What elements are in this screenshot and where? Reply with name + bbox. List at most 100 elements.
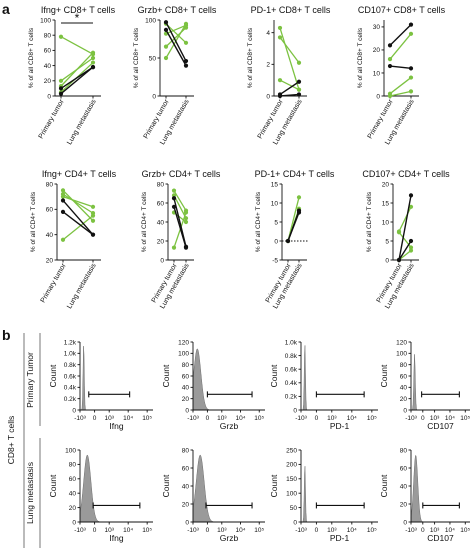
data-point [163,20,169,25]
x-tick-label: 10⁴ [347,527,357,534]
panel-title: Ifng+ CD4+ T cells [42,169,117,179]
y-tick-label: 0 [293,407,297,414]
data-point [408,89,414,94]
x-tick-label: 0 [421,527,425,534]
panel-title: Grzb+ CD8+ T cells [138,5,217,15]
y-tick-label: 0 [185,407,189,414]
series-line [279,81,300,95]
y-tick-label: 0 [72,407,76,414]
y-tick-label: 0 [72,519,76,526]
y-tick-label: 20 [46,257,54,264]
y-tick-label: 80 [182,447,190,454]
series-line [389,65,412,70]
y-tick-label: 80 [44,33,52,40]
x-axis-label: CD107 [427,421,454,431]
data-point [408,75,414,80]
data-point [163,44,169,49]
y-tick-label: 40 [157,219,165,226]
x-tick-label: 10⁴ [123,415,133,422]
y-tick-label: 20 [373,47,381,54]
x-tick-label: 0 [93,415,97,422]
y-axis-label: Count [161,474,171,497]
x-category-label: Lung metastasis [66,98,98,146]
y-axis-label: % of all CD8+ T cells [247,27,254,88]
data-point [296,60,302,65]
y-axis-label: Count [48,474,58,497]
series-line [279,93,300,97]
y-tick-label: 5 [385,238,389,245]
x-tick-label: 10⁵ [367,415,377,422]
histogram-panel: -10³ 0 10³ 10⁴ 10⁵00.2k0.4k0.6k0.8k1.0k1.2kI… [48,339,153,431]
data-point [396,257,402,263]
series-line [60,36,94,55]
y-axis-label: Count [48,364,58,387]
data-point [408,204,414,209]
series-line [173,195,187,219]
y-tick-label: 60 [400,373,408,380]
y-tick-label: 150 [286,476,297,483]
line-panel: PD-1+ CD8+ T cells 0 2 4 % of all CD8+ T cel… [247,5,331,146]
histogram-area [411,354,470,411]
series-line [279,79,300,91]
data-point [183,21,189,26]
data-point [296,87,302,92]
x-tick-label: 0 [206,527,210,534]
x-tick-label: 0 [93,527,97,534]
data-point [183,245,189,250]
data-point [277,35,283,40]
series-line [389,33,412,60]
y-tick-label: 1.2k [64,339,77,346]
data-point [60,198,66,203]
data-point [285,238,291,244]
y-axis-label: Count [161,364,171,387]
x-tick-label: 0 [315,415,319,422]
data-point [183,219,189,225]
x-axis-label: PD-1 [330,533,350,543]
line-panel: CD107+ CD8+ T cells 0 10 20 30 % of all CD8+ … [357,5,446,146]
series-line [279,27,300,90]
series-line [60,66,94,95]
y-tick-label: 2 [266,62,270,69]
x-tick-label: 10⁵ [142,527,152,534]
data-point [163,55,169,61]
panel-title: CD107+ CD8+ T cells [358,5,446,15]
x-axis-label: Grzb [220,533,239,543]
data-point [60,188,66,193]
series-line [62,215,94,241]
y-tick-label: 1.0k [64,351,77,358]
series-line [62,193,94,214]
series-line [165,21,187,62]
series-line [173,206,187,248]
x-category-label: Lung metastasis [66,262,98,310]
y-tick-label: 0 [293,519,297,526]
data-point [277,78,283,83]
series-line [173,190,187,211]
x-tick-label: 10³ [217,415,227,422]
y-tick-label: 10 [373,70,381,77]
series-line [165,23,187,44]
data-point [90,232,96,237]
y-tick-label: 60 [182,373,190,380]
y-tick-label: 60 [157,200,165,207]
y-tick-label: 50 [290,505,298,512]
x-axis-label: PD-1 [330,421,350,431]
data-point [171,204,177,209]
data-point [90,218,96,223]
x-tick-label: 10⁴ [236,527,246,534]
x-tick-label: 10⁵ [254,415,264,422]
y-tick-label: 0 [47,93,51,100]
x-tick-label: 10³ [430,415,440,422]
panel-title: Grzb+ CD4+ T cells [142,169,221,179]
y-tick-label: 15 [382,200,390,207]
data-point [183,58,189,64]
y-tick-label: 0.6k [285,367,298,374]
series-line [398,249,412,261]
x-tick-label: 10⁴ [123,527,133,534]
data-point [296,79,302,84]
panel-title: Ifng+ CD8+ T cells [41,5,116,15]
data-point [171,196,177,201]
y-tick-label: 40 [182,483,190,490]
